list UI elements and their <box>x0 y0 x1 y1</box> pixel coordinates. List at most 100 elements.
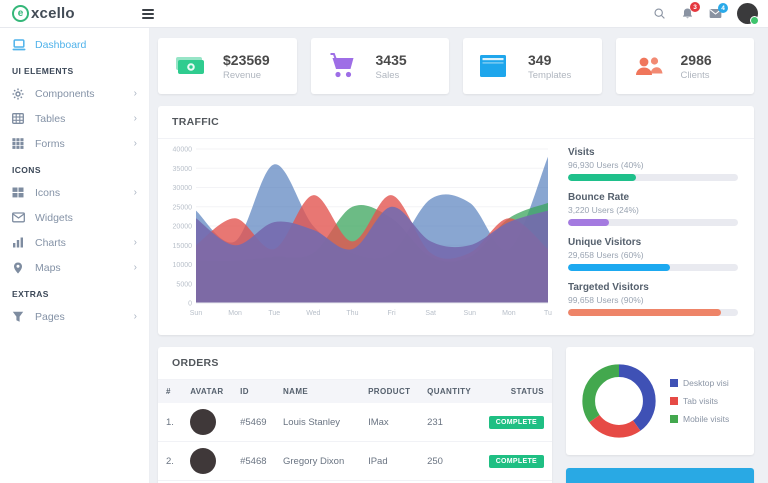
visits-donut-chart <box>582 364 656 438</box>
orders-column-header: QUANTITY <box>419 380 480 403</box>
sidebar-section-ui-elements: UI ELEMENTS <box>12 66 74 76</box>
orders-column-header: ID <box>232 380 275 403</box>
order-id: #5468 <box>232 441 275 481</box>
menu-toggle-button[interactable] <box>138 5 158 23</box>
stat-card-sales: 3435 Sales <box>310 38 449 94</box>
x-tick-label: Sat <box>425 310 436 317</box>
x-tick-label: Thu <box>346 310 358 317</box>
status-badge[interactable]: COMPLETE <box>488 454 544 468</box>
legend-label: Desktop visi <box>683 378 729 388</box>
progress-fill <box>568 264 670 271</box>
progress-group-unique-visitors: Unique Visitors 29,658 Users (60%) <box>568 237 738 271</box>
stat-card-templates: 349 Templates <box>463 38 602 94</box>
x-tick-label: Wed <box>306 310 320 317</box>
x-tick-label: Mon <box>502 310 516 317</box>
sidebar-item-maps[interactable]: Maps › <box>0 255 149 280</box>
progress-group-bounce-rate: Bounce Rate 3,220 Users (24%) <box>568 192 738 226</box>
stat-card-clients: 2986 Clients <box>615 38 754 94</box>
pages-icon <box>12 311 26 323</box>
notifications-bell-icon[interactable]: 3 <box>681 2 700 20</box>
progress-track <box>568 219 738 226</box>
sidebar-item-icons[interactable]: Icons › <box>0 180 149 205</box>
order-number: 1. <box>158 403 183 442</box>
sidebar-item-label: Dashboard <box>35 38 87 51</box>
x-tick-label: Tu <box>544 310 552 317</box>
legend-swatch <box>670 379 678 387</box>
sidebar-section-extras: EXTRAS <box>12 289 49 299</box>
sidebar-item-label: Pages <box>35 310 65 323</box>
components-icon <box>12 88 26 100</box>
order-number: 3. <box>158 480 183 483</box>
calendar-panel: August 2018 <box>566 468 754 483</box>
sidebar-item-forms[interactable]: Forms › <box>0 131 149 156</box>
order-quantity: 250 <box>419 441 480 481</box>
stat-label: Sales <box>375 69 400 81</box>
avatar <box>190 409 217 435</box>
progress-fill <box>568 174 636 181</box>
sidebar-item-widgets[interactable]: Widgets <box>0 205 149 230</box>
table-row: 3.#5467Catherine DixonSSD250COMPLETE <box>158 480 552 483</box>
topbar-actions: 3 4 <box>653 2 768 25</box>
x-tick-label: Fri <box>387 310 396 317</box>
progress-group-targeted-visitors: Targeted Visitors 99,658 Users (90%) <box>568 282 738 316</box>
stat-value: $23569 <box>223 51 270 68</box>
sidebar: Dashboard UI ELEMENTS Components › Tables › Fo… <box>0 28 150 483</box>
order-product: SSD <box>360 480 420 483</box>
sidebar-item-charts[interactable]: Charts › <box>0 230 149 255</box>
logo-icon: e <box>12 5 29 22</box>
stat-label: Clients <box>680 69 710 81</box>
orders-panel: ORDERS # AVATAR ID NAME PRODUCT QUANTITY STATU… <box>158 347 552 483</box>
forms-icon <box>12 138 26 149</box>
sidebar-item-components[interactable]: Components › <box>0 81 149 106</box>
search-icon[interactable] <box>653 7 666 20</box>
sidebar-item-tables[interactable]: Tables › <box>0 106 149 131</box>
chevron-right-icon: › <box>133 186 137 198</box>
tables-icon <box>12 113 26 124</box>
orders-column-header: # <box>158 380 183 403</box>
logo: e xcello <box>0 5 138 22</box>
sidebar-section-icons: ICONS <box>12 165 41 175</box>
progress-detail: 3,220 Users (24%) <box>568 205 639 215</box>
stat-label: Revenue <box>223 69 262 81</box>
x-tick-label: Mon <box>228 310 242 317</box>
widgets-icon <box>12 212 26 223</box>
traffic-series-purple <box>196 206 548 303</box>
status-badge[interactable]: COMPLETE <box>488 415 544 429</box>
progress-fill <box>568 309 721 316</box>
progress-detail: 29,658 Users (60%) <box>568 250 644 260</box>
progress-label: Visits <box>568 147 595 158</box>
sidebar-item-label: Icons <box>35 186 61 199</box>
legend-label: Mobile visits <box>683 414 730 424</box>
sidebar-item-pages[interactable]: Pages › <box>0 304 149 329</box>
stat-value: 2986 <box>680 51 712 68</box>
chevron-right-icon: › <box>133 261 137 273</box>
order-id: #5469 <box>232 403 275 442</box>
stat-cards-row: $23569 Revenue 3435 Sales 349 Templates 2986 Cl… <box>158 38 754 94</box>
cart-icon <box>327 53 361 79</box>
orders-column-header: STATUS <box>479 380 552 403</box>
y-tick-label: 25000 <box>173 204 193 211</box>
y-tick-label: 5000 <box>176 281 192 288</box>
x-tick-label: Sun <box>464 310 477 317</box>
sidebar-item-label: Forms <box>35 137 65 150</box>
money-icon <box>174 54 208 78</box>
traffic-panel: TRAFFIC 0 5000 10000 15000 20000 25000 30000 35… <box>158 106 754 335</box>
y-tick-label: 35000 <box>173 166 193 173</box>
messages-mail-icon[interactable]: 4 <box>709 3 728 19</box>
charts-icon <box>12 237 26 248</box>
calendar-header: August 2018 <box>566 468 754 483</box>
stat-label: Templates <box>528 69 572 81</box>
x-tick-label: Tue <box>268 310 280 317</box>
y-tick-label: 40000 <box>173 147 193 154</box>
legend-swatch <box>670 415 678 423</box>
user-avatar[interactable] <box>737 3 759 25</box>
sidebar-item-label: Components <box>35 87 95 100</box>
clients-icon <box>632 54 666 78</box>
sidebar-item-label: Widgets <box>35 211 73 224</box>
progress-fill <box>568 219 609 226</box>
y-tick-label: 0 <box>188 301 192 308</box>
main-content: $23569 Revenue 3435 Sales 349 Templates 2986 Cl… <box>150 28 768 483</box>
progress-track <box>568 264 738 271</box>
sidebar-item-dashboard[interactable]: Dashboard <box>0 32 149 57</box>
order-number: 2. <box>158 441 183 481</box>
